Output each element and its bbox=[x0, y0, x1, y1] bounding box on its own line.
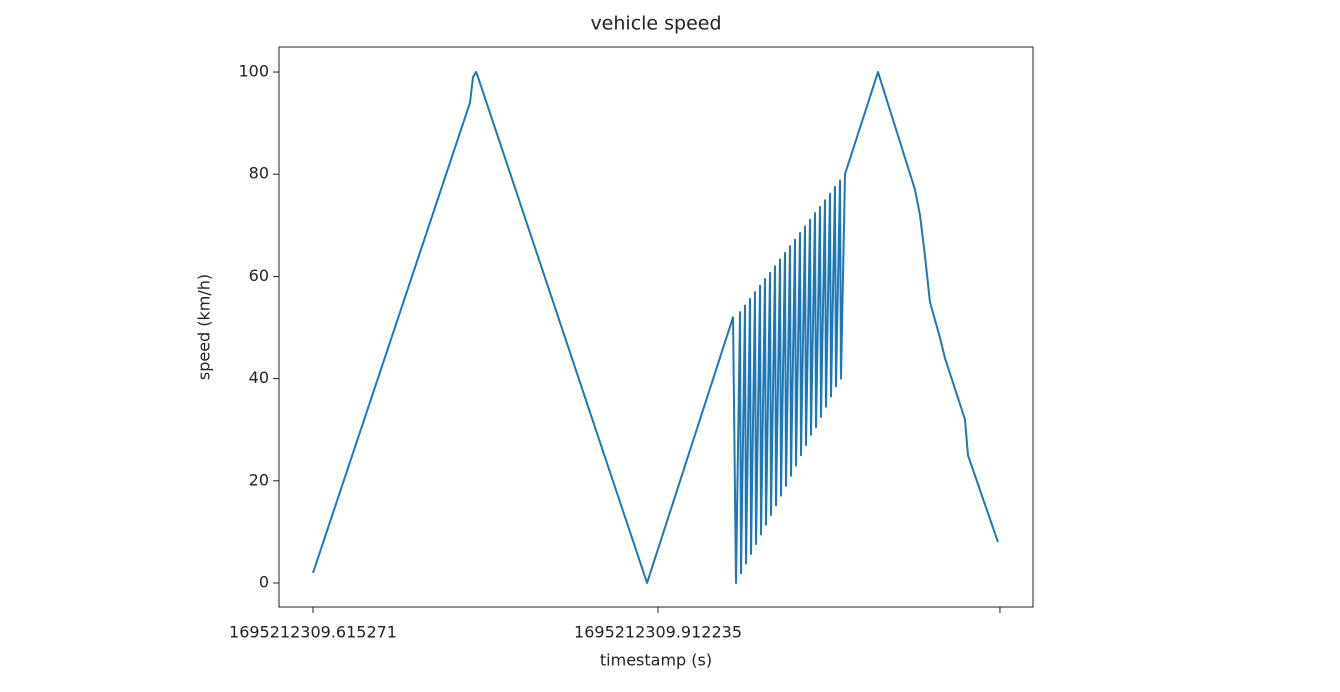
x-axis-label: timestamp (s) bbox=[600, 651, 712, 670]
y-tick-label: 0 bbox=[259, 572, 269, 591]
chart-title: vehicle speed bbox=[590, 13, 721, 35]
y-tick-label: 60 bbox=[249, 266, 269, 285]
y-tick-label: 40 bbox=[249, 368, 269, 387]
y-tick-label: 20 bbox=[249, 470, 269, 489]
y-tick-label: 100 bbox=[238, 62, 269, 81]
x-tick-label: 1695212309.615271 bbox=[229, 623, 397, 642]
y-axis-label: speed (km/h) bbox=[195, 274, 214, 380]
plot-frame bbox=[278, 46, 1034, 608]
y-tick-label: 80 bbox=[249, 164, 269, 183]
data-line bbox=[312, 71, 999, 584]
x-tick-label: 1695212309.912235 bbox=[574, 623, 742, 642]
